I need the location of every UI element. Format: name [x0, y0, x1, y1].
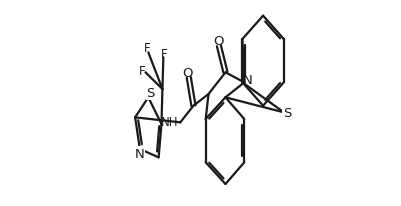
Text: NH: NH [160, 116, 178, 129]
Text: O: O [182, 66, 192, 79]
Text: S: S [146, 87, 155, 100]
Text: N: N [243, 73, 252, 86]
Text: F: F [138, 64, 145, 77]
Text: F: F [144, 41, 150, 54]
Text: N: N [134, 147, 144, 160]
Text: S: S [282, 106, 290, 119]
Text: F: F [160, 47, 167, 60]
Text: O: O [213, 35, 223, 48]
